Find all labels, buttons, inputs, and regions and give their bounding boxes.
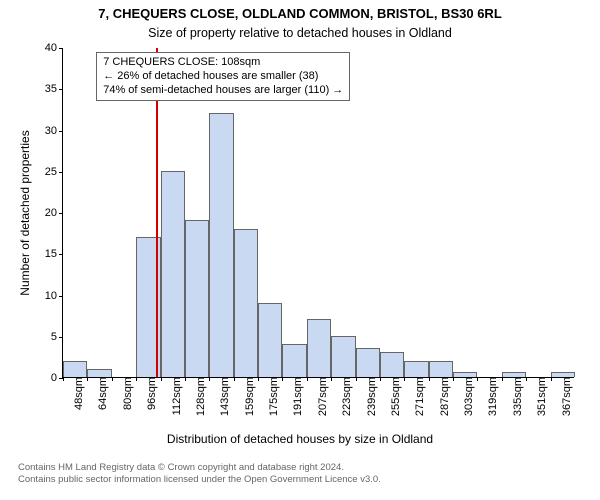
footer-attribution: Contains HM Land Registry data © Crown c… (0, 462, 600, 487)
x-tick-mark (282, 377, 283, 381)
x-tick-mark (112, 377, 113, 381)
x-tick-label: 48sqm (67, 377, 85, 410)
x-tick-label: 128sqm (189, 377, 207, 416)
x-tick-mark (185, 377, 186, 381)
x-tick-mark (356, 377, 357, 381)
x-tick-mark (404, 377, 405, 381)
histogram-bar (307, 319, 331, 377)
histogram-bar (161, 171, 185, 377)
histogram-bar (87, 369, 111, 377)
histogram-bar (331, 336, 355, 377)
x-tick-label: 319sqm (481, 377, 499, 416)
y-tick-mark (59, 89, 63, 90)
chart-container: 7, CHEQUERS CLOSE, OLDLAND COMMON, BRIST… (0, 0, 600, 500)
histogram-bar (258, 303, 282, 377)
chart-title-line1: 7, CHEQUERS CLOSE, OLDLAND COMMON, BRIST… (0, 6, 600, 21)
x-tick-label: 175sqm (262, 377, 280, 416)
x-tick-mark (502, 377, 503, 381)
histogram-bar (234, 229, 258, 378)
x-tick-mark (551, 377, 552, 381)
x-tick-mark (331, 377, 332, 381)
y-axis-label: Number of detached properties (18, 48, 32, 378)
x-tick-mark (87, 377, 88, 381)
x-tick-mark (380, 377, 381, 381)
x-tick-label: 207sqm (311, 377, 329, 416)
x-tick-mark (526, 377, 527, 381)
x-tick-label: 367sqm (555, 377, 573, 416)
histogram-bar (356, 348, 380, 377)
y-tick-mark (59, 296, 63, 297)
x-tick-label: 223sqm (335, 377, 353, 416)
y-tick-mark (59, 337, 63, 338)
y-tick-mark (59, 213, 63, 214)
histogram-bar (282, 344, 306, 377)
x-tick-mark (453, 377, 454, 381)
y-tick-mark (59, 254, 63, 255)
x-tick-label: 255sqm (384, 377, 402, 416)
x-tick-label: 159sqm (238, 377, 256, 416)
y-tick-mark (59, 172, 63, 173)
x-tick-label: 335sqm (506, 377, 524, 416)
x-tick-label: 64sqm (91, 377, 109, 410)
x-tick-mark (136, 377, 137, 381)
footer-line1: Contains HM Land Registry data © Crown c… (18, 462, 600, 474)
x-tick-label: 80sqm (116, 377, 134, 410)
histogram-bar (380, 352, 404, 377)
x-tick-label: 351sqm (530, 377, 548, 416)
annotation-line: 74% of semi-detached houses are larger (… (103, 84, 343, 98)
plot-area: 051015202530354048sqm64sqm80sqm96sqm112s… (62, 48, 574, 378)
x-tick-mark (258, 377, 259, 381)
x-tick-label: 143sqm (213, 377, 231, 416)
chart-title-line2: Size of property relative to detached ho… (0, 26, 600, 40)
histogram-bar (209, 113, 233, 377)
x-axis-label: Distribution of detached houses by size … (0, 432, 600, 446)
x-tick-mark (477, 377, 478, 381)
histogram-bar (185, 220, 209, 377)
x-tick-mark (209, 377, 210, 381)
histogram-bar (63, 361, 87, 378)
x-tick-label: 112sqm (165, 377, 183, 415)
histogram-bar (429, 361, 453, 378)
x-tick-mark (63, 377, 64, 381)
annotation-line: ← 26% of detached houses are smaller (38… (103, 70, 343, 84)
y-tick-mark (59, 131, 63, 132)
x-tick-mark (307, 377, 308, 381)
x-tick-label: 191sqm (286, 377, 304, 416)
x-tick-mark (429, 377, 430, 381)
x-tick-label: 303sqm (457, 377, 475, 416)
x-tick-mark (234, 377, 235, 381)
annotation-box: 7 CHEQUERS CLOSE: 108sqm← 26% of detache… (96, 52, 350, 101)
histogram-bar (404, 361, 428, 378)
x-tick-label: 96sqm (140, 377, 158, 410)
x-tick-mark (161, 377, 162, 381)
x-tick-label: 239sqm (360, 377, 378, 416)
y-tick-mark (59, 48, 63, 49)
annotation-line: 7 CHEQUERS CLOSE: 108sqm (103, 56, 343, 70)
footer-line2: Contains public sector information licen… (18, 474, 600, 486)
x-tick-label: 287sqm (433, 377, 451, 416)
x-tick-label: 271sqm (408, 377, 426, 416)
